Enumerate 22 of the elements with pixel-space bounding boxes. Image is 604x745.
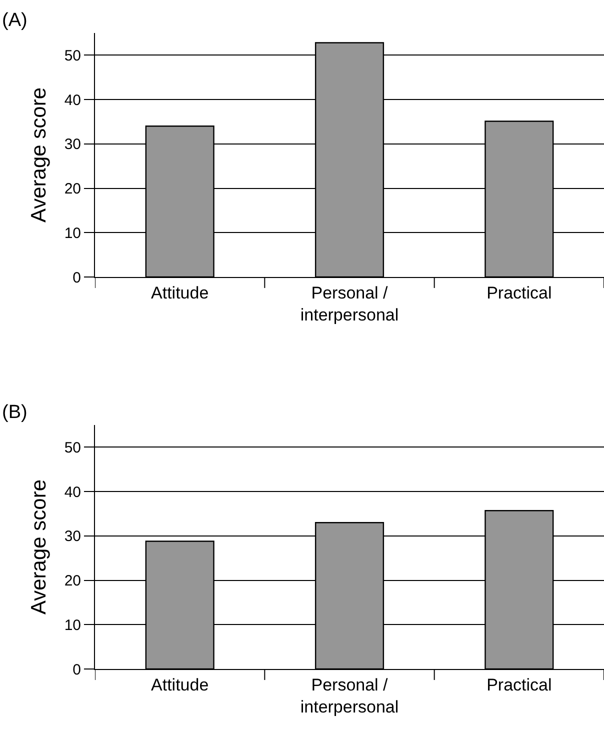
y-axis-title: Average score xyxy=(27,479,50,615)
x-tick-label: Attitude xyxy=(151,283,209,302)
x-tick-label: Personal / interpersonal xyxy=(300,675,399,716)
y-tick-label: 40 xyxy=(64,92,81,109)
y-tick-label: 30 xyxy=(64,136,81,154)
chart-title: (B) xyxy=(2,402,28,423)
y-tick-label: 50 xyxy=(64,47,81,64)
chart-title: (A) xyxy=(2,10,28,31)
y-tick-label: 10 xyxy=(64,224,81,242)
y-tick-label: 10 xyxy=(64,616,81,634)
y-tick-label: 20 xyxy=(64,572,81,590)
y-tick-label: 30 xyxy=(64,528,81,546)
y-tick-label: 50 xyxy=(64,439,81,456)
x-tick-label: Personal / interpersonal xyxy=(300,283,399,324)
x-tick-label: Practical xyxy=(486,283,552,302)
y-tick-label: 0 xyxy=(72,269,81,286)
x-tick-label: Practical xyxy=(486,675,552,694)
y-tick-label: 20 xyxy=(64,180,81,198)
y-tick-label: 0 xyxy=(72,661,81,678)
y-axis-title: Average score xyxy=(27,87,50,223)
y-tick-label: 40 xyxy=(64,484,81,501)
x-tick-label: Attitude xyxy=(151,675,209,694)
